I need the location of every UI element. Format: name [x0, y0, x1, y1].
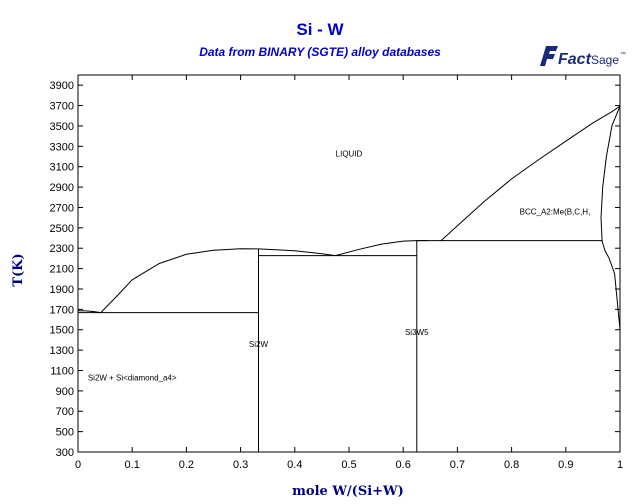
y-axis-title: T(K): [11, 253, 26, 286]
phase-region-label: LIQUID: [336, 150, 363, 159]
y-tick-label: 3700: [50, 101, 74, 113]
y-tick-label: 1700: [50, 304, 74, 316]
logo-trademark: ™: [620, 51, 626, 58]
x-tick-label: 0.1: [125, 459, 140, 471]
x-tick-label: 0.2: [179, 459, 194, 471]
y-tick-label: 3900: [50, 80, 74, 92]
y-tick-label: 3100: [50, 162, 74, 174]
x-tick-label: 0.9: [558, 459, 573, 471]
factsage-logo: Fact Sage ™: [540, 46, 626, 68]
y-tick-label: 2900: [50, 182, 74, 194]
x-tick-label: 0.3: [233, 459, 248, 471]
x-tick-label: 0.6: [396, 459, 411, 471]
x-tick-label: 0.5: [341, 459, 356, 471]
x-tick-label: 1: [617, 459, 623, 471]
x-axis-title: mole W/(Si+W): [292, 484, 404, 499]
y-tick-label: 1300: [50, 345, 74, 357]
phase-boundary-line: [100, 248, 259, 313]
x-tick-label: 0: [75, 459, 81, 471]
y-tick-label: 3300: [50, 141, 74, 153]
phase-region-label: Si2W + Si<diamond_a4>: [88, 374, 177, 383]
phase-boundary-line: [440, 105, 621, 241]
logo-text-fact: Fact: [558, 51, 592, 68]
chart-title: Si - W: [296, 20, 344, 39]
phase-region-label: Si3W5: [405, 328, 429, 337]
y-tick-label: 2300: [50, 243, 74, 255]
x-tick-label: 0.4: [287, 459, 302, 471]
phase-boundary-line: [335, 240, 428, 257]
y-tick-label: 1500: [50, 325, 74, 337]
y-tick-label: 2500: [50, 223, 74, 235]
y-tick-label: 3500: [50, 121, 74, 133]
phase-boundary-line: [258, 248, 336, 257]
phase-region-label: Si2W: [249, 340, 269, 349]
y-tick-label: 500: [56, 427, 74, 439]
y-tick-label: 2100: [50, 264, 74, 276]
logo-text-sage: Sage: [591, 53, 619, 67]
x-tick-label: 0.7: [450, 459, 465, 471]
phase-region-label: BCC_A2:Me(B,C,H,: [520, 208, 591, 217]
y-tick-label: 700: [56, 406, 74, 418]
y-tick-label: 2700: [50, 202, 74, 214]
y-tick-label: 1100: [50, 365, 74, 377]
chart-subtitle: Data from BINARY (SGTE) alloy databases: [199, 45, 441, 59]
y-tick-label: 900: [56, 386, 74, 398]
logo-mark-icon: [540, 46, 558, 66]
x-tick-label: 0.8: [504, 459, 519, 471]
y-tick-label: 300: [56, 447, 74, 459]
phase-boundary-line: [600, 105, 621, 330]
y-tick-label: 1900: [50, 284, 74, 296]
